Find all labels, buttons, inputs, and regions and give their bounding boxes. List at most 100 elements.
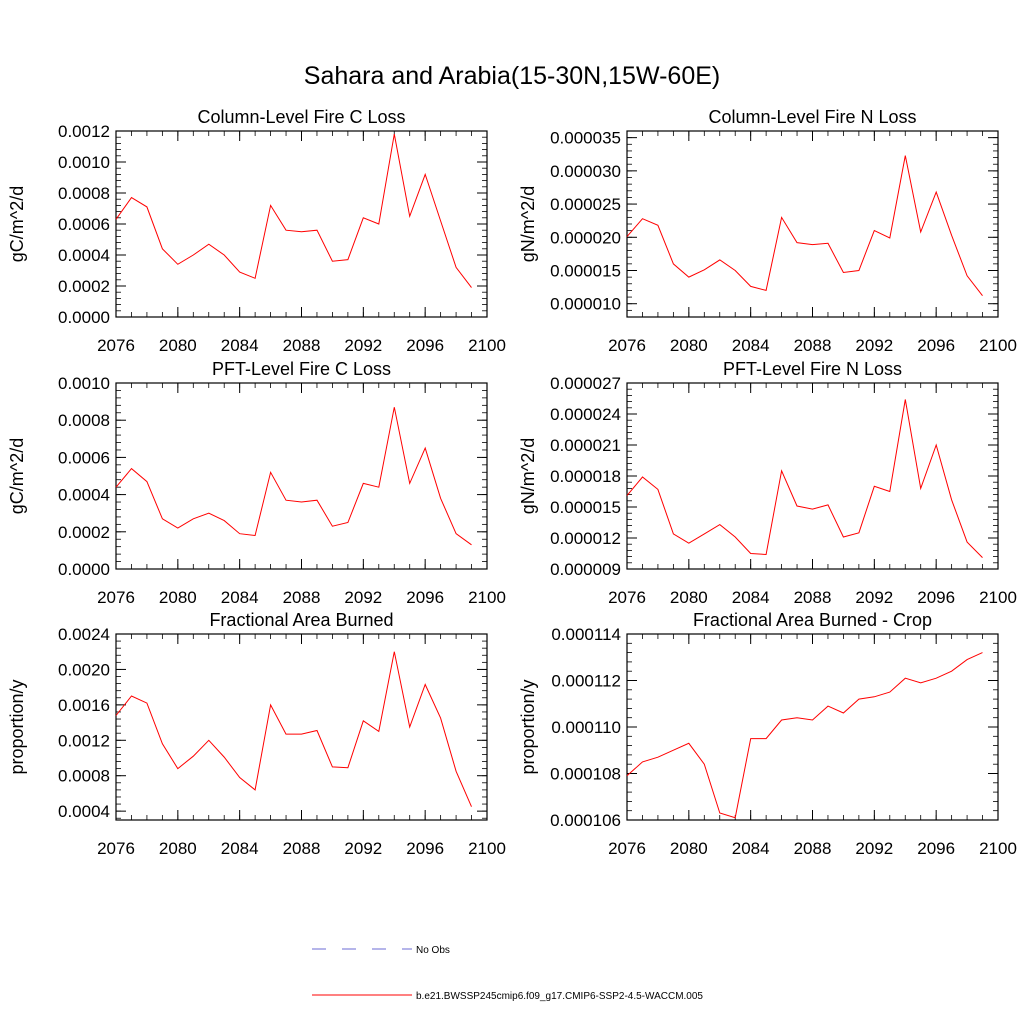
plot-frame (626, 130, 999, 318)
y-tick-label: 0.000106 (550, 811, 621, 830)
x-tick-label: 2076 (608, 336, 646, 355)
x-tick-label: 2100 (468, 588, 506, 607)
y-tick-label: 0.0006 (58, 215, 110, 234)
y-tick-label: 0.000009 (550, 560, 621, 579)
y-tick-label: 0.0024 (58, 625, 110, 644)
x-tick-label: 2084 (732, 839, 770, 858)
y-tick-label: 0.000021 (550, 436, 621, 455)
y-tick-label: 0.0008 (58, 411, 110, 430)
y-tick-label: 0.0008 (58, 184, 110, 203)
panel-title: PFT-Level Fire N Loss (723, 359, 902, 379)
figure-title: Sahara and Arabia(15-30N,15W-60E) (304, 62, 720, 90)
y-tick-label: 0.0004 (58, 802, 110, 821)
plot-frame (626, 633, 999, 821)
y-tick-label: 0.0006 (58, 448, 110, 467)
series-line (626, 155, 983, 297)
chart-panel-2: PFT-Level Fire C Loss gC/m^2/d 2076 2080 208… (7, 359, 506, 607)
y-tick-label: 0.0000 (58, 560, 110, 579)
chart-panel-1: Column-Level Fire N Loss gN/m^2/d 2076 2080… (518, 107, 1017, 355)
x-tick-label: 2096 (406, 336, 444, 355)
y-tick-label: 0.000027 (550, 374, 621, 393)
y-tick-label: 0.000110 (551, 718, 621, 737)
chart-panel-4: Fractional Area Burned proportion/y 2076 20… (7, 610, 506, 858)
x-tick-label: 2096 (406, 588, 444, 607)
x-tick-label: 2088 (794, 588, 832, 607)
x-tick-label: 2100 (468, 336, 506, 355)
y-axis-label: gN/m^2/d (518, 186, 538, 262)
x-tick-label: 2100 (979, 588, 1017, 607)
series-line (115, 651, 472, 807)
x-tick-label: 2100 (979, 839, 1017, 858)
panel-title: Column-Level Fire C Loss (197, 107, 405, 127)
plot-frame (626, 382, 999, 570)
chart-panels: Column-Level Fire C Loss gC/m^2/d 2076 2080… (7, 107, 1017, 858)
y-axis-label: gN/m^2/d (518, 438, 538, 514)
y-tick-label: 0.0004 (58, 246, 110, 265)
x-tick-label: 2092 (855, 336, 893, 355)
y-axis-label: gC/m^2/d (7, 186, 27, 262)
plot-frame (115, 382, 488, 570)
y-tick-label: 0.000018 (550, 467, 621, 486)
x-tick-label: 2096 (917, 839, 955, 858)
series-line (626, 399, 983, 558)
series-line (115, 407, 472, 546)
chart-panel-3: PFT-Level Fire N Loss gN/m^2/d 2076 2080 208… (518, 359, 1017, 607)
y-axis-label: gC/m^2/d (7, 438, 27, 514)
x-tick-label: 2084 (221, 588, 259, 607)
x-tick-label: 2092 (855, 839, 893, 858)
chart-panel-5: Fractional Area Burned - Crop proportion/… (518, 610, 1017, 858)
x-tick-label: 2100 (468, 839, 506, 858)
y-tick-label: 0.0010 (58, 153, 110, 172)
x-tick-label: 2084 (732, 336, 770, 355)
y-axis-label: proportion/y (7, 679, 27, 774)
x-tick-label: 2076 (97, 336, 135, 355)
x-tick-label: 2080 (670, 336, 708, 355)
y-tick-label: 0.000114 (551, 625, 621, 644)
x-tick-label: 2088 (794, 336, 832, 355)
x-tick-label: 2088 (283, 336, 321, 355)
plot-frame (115, 130, 488, 318)
x-tick-label: 2096 (917, 588, 955, 607)
y-axis-label: proportion/y (518, 679, 538, 774)
x-tick-label: 2088 (283, 839, 321, 858)
y-tick-label: 0.000025 (550, 195, 621, 214)
series-line (626, 652, 983, 819)
y-tick-label: 0.0000 (58, 308, 110, 327)
y-tick-label: 0.0012 (58, 731, 110, 750)
x-tick-label: 2076 (608, 839, 646, 858)
panel-title: Column-Level Fire N Loss (708, 107, 916, 127)
panel-title: Fractional Area Burned - Crop (693, 610, 932, 630)
legend-label-no-obs: No Obs (416, 945, 450, 956)
x-tick-label: 2080 (670, 588, 708, 607)
legend: No Obs b.e21.BWSSP245cmip6.f09_g17.CMIP6… (312, 945, 703, 1002)
y-tick-label: 0.000010 (550, 295, 621, 314)
x-tick-label: 2092 (344, 588, 382, 607)
y-tick-label: 0.000112 (551, 672, 621, 691)
y-tick-label: 0.000015 (550, 262, 621, 281)
panel-title: Fractional Area Burned (209, 610, 393, 630)
y-tick-label: 0.0012 (58, 122, 110, 141)
y-tick-label: 0.0016 (58, 696, 110, 715)
x-tick-label: 2092 (344, 336, 382, 355)
series-line (115, 134, 472, 288)
x-tick-label: 2080 (159, 588, 197, 607)
x-tick-label: 2080 (159, 839, 197, 858)
legend-label-model: b.e21.BWSSP245cmip6.f09_g17.CMIP6-SSP2-4… (416, 991, 703, 1002)
y-tick-label: 0.000024 (550, 405, 621, 424)
chart-panel-0: Column-Level Fire C Loss gC/m^2/d 2076 2080… (7, 107, 506, 355)
x-tick-label: 2076 (608, 588, 646, 607)
x-tick-label: 2080 (159, 336, 197, 355)
y-tick-label: 0.000108 (550, 765, 621, 784)
y-tick-label: 0.000020 (550, 228, 621, 247)
panel-title: PFT-Level Fire C Loss (212, 359, 391, 379)
y-tick-label: 0.0004 (58, 486, 110, 505)
x-tick-label: 2080 (670, 839, 708, 858)
x-tick-label: 2088 (794, 839, 832, 858)
x-tick-label: 2092 (855, 588, 893, 607)
x-tick-label: 2100 (979, 336, 1017, 355)
x-tick-label: 2096 (917, 336, 955, 355)
y-tick-label: 0.000030 (550, 162, 621, 181)
y-tick-label: 0.000035 (550, 129, 621, 148)
